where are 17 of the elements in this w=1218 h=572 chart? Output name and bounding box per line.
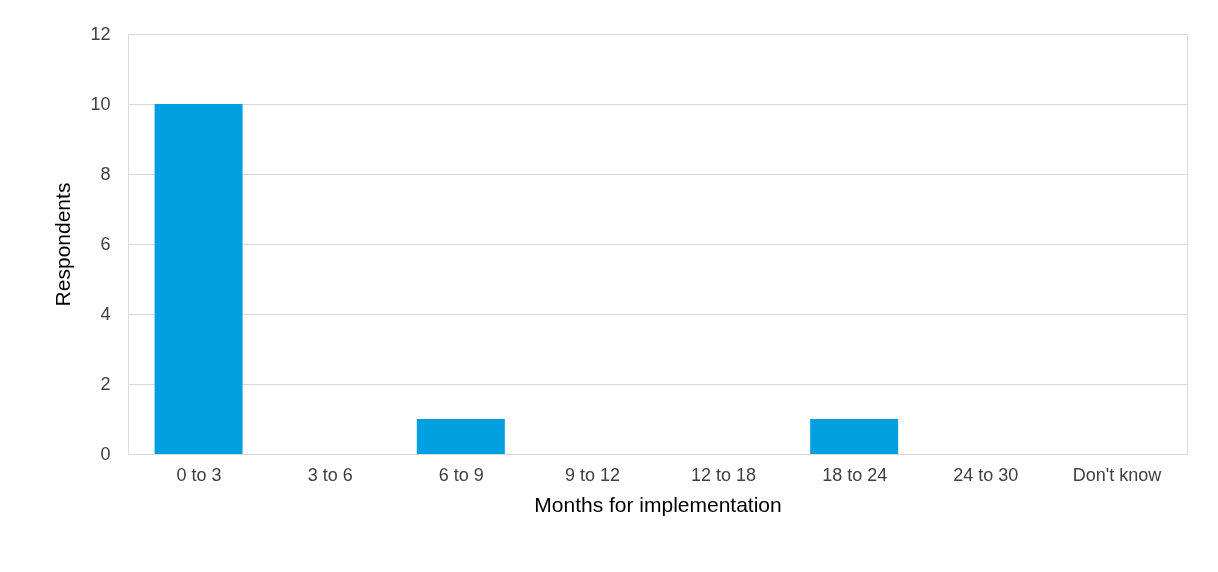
y-axis-title: Respondents	[51, 182, 75, 307]
y-tick-label: 0	[100, 443, 111, 464]
x-tick-label: 12 to 18	[691, 464, 757, 485]
y-tick-label: 12	[90, 23, 111, 44]
y-tick-label: 10	[90, 93, 111, 114]
y-tick-label: 4	[100, 303, 111, 324]
x-axis-title: Months for implementation	[534, 492, 782, 516]
x-tick-label: 0 to 3	[176, 464, 222, 485]
y-tick-label: 6	[100, 233, 111, 254]
x-tick-label: 18 to 24	[822, 464, 888, 485]
x-tick-label: Don't know	[1072, 464, 1163, 485]
y-tick-label: 8	[100, 163, 111, 184]
y-tick-label: 2	[100, 373, 111, 394]
x-tick-label: 9 to 12	[564, 464, 620, 485]
x-tick-label: 3 to 6	[307, 464, 353, 485]
x-tick-label: 24 to 30	[953, 464, 1019, 485]
x-tick-label: 6 to 9	[438, 464, 484, 485]
